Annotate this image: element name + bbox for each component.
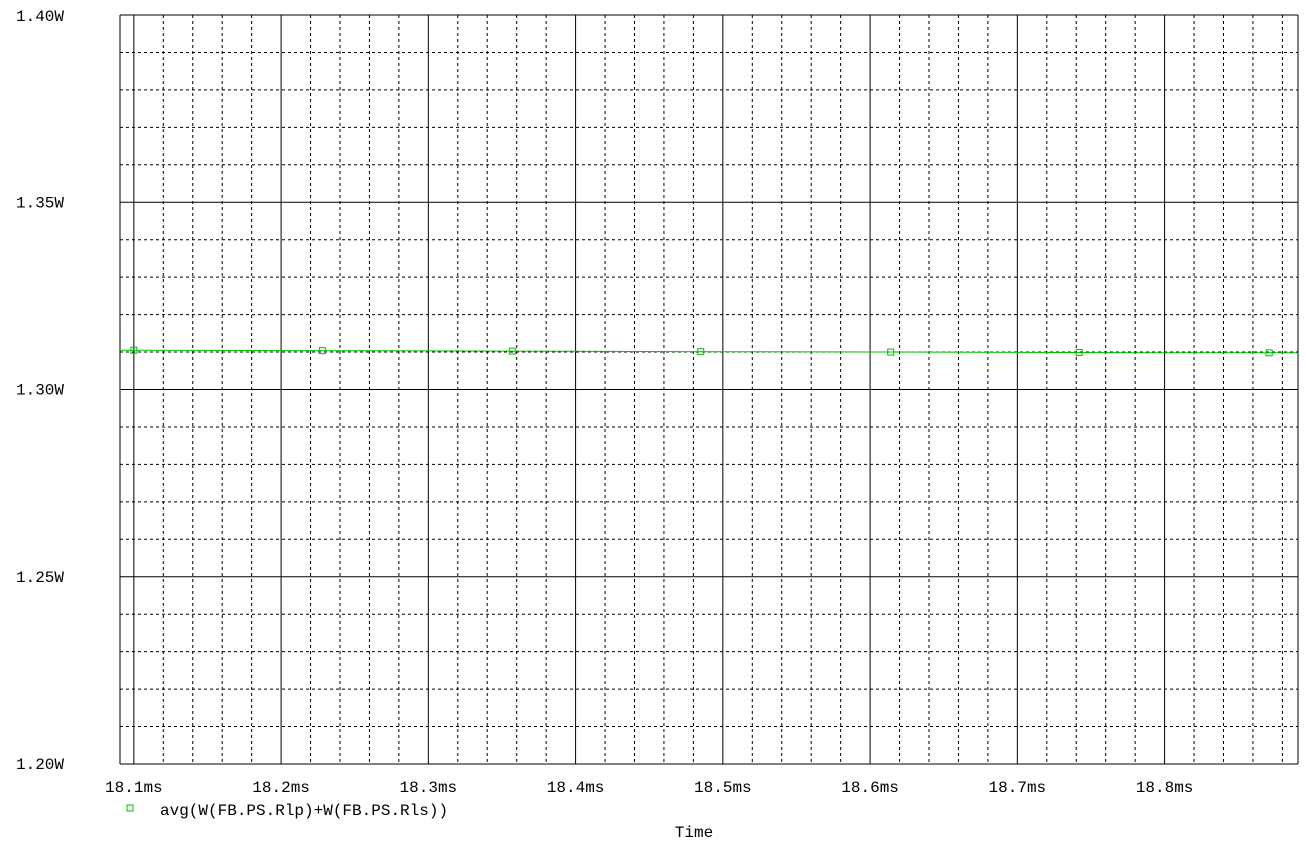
x-tick-label: 18.5ms [694,779,752,797]
legend-label: avg(W(FB.PS.Rlp)+W(FB.PS.Rls)) [160,802,448,820]
x-tick-label: 18.3ms [400,779,458,797]
legend-marker [126,804,134,812]
series-marker [1075,349,1083,357]
x-tick-label: 18.7ms [989,779,1047,797]
series-layer [120,346,1298,357]
x-tick-label: 18.2ms [252,779,310,797]
series-marker [130,346,138,354]
x-tick-label: 18.6ms [841,779,899,797]
series-marker [508,347,516,355]
x-tick-labels: 18.1ms 18.2ms 18.3ms 18.4ms 18.5ms 18.6ms 18.7… [105,779,1193,797]
series-marker [697,348,705,356]
y-tick-labels: 1.40W 1.35W 1.30W 1.25W 1.20W [16,8,64,774]
x-tick-label: 18.1ms [105,779,163,797]
x-axis-label: Time [675,824,713,842]
series-marker [1265,349,1273,357]
y-tick-label: 1.30W [16,382,64,400]
series-marker [887,348,895,356]
x-tick-label: 18.4ms [547,779,605,797]
y-tick-label: 1.25W [16,569,64,587]
y-tick-label: 1.40W [16,8,64,26]
y-tick-label: 1.20W [16,756,64,774]
legend: avg(W(FB.PS.Rlp)+W(FB.PS.Rls)) [126,802,448,820]
series-line [120,349,1298,354]
series-marker [318,347,326,355]
x-tick-label: 18.8ms [1136,779,1194,797]
y-tick-label: 1.35W [16,194,64,212]
